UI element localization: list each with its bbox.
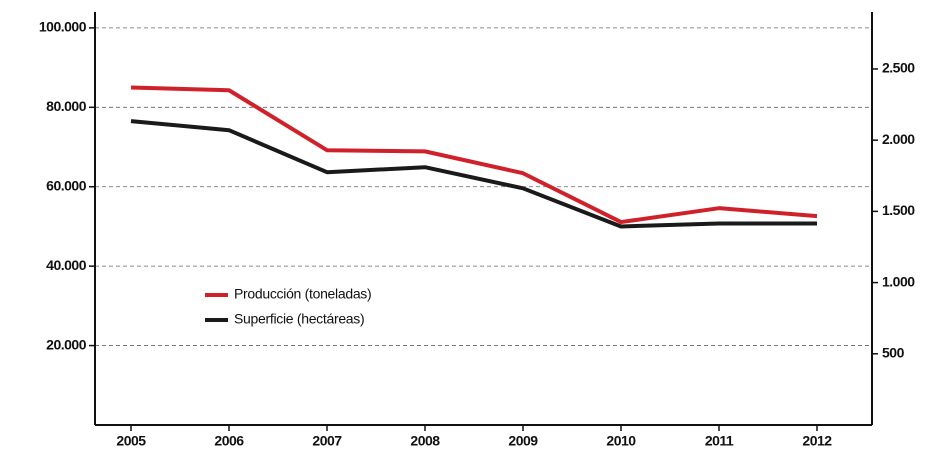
x-tick-label: 2009 [508,433,538,449]
y2-tick-label: 1.000 [882,273,915,289]
y-tick-label: 80.000 [46,98,87,114]
legend-label: Superficie (hectáreas) [234,311,364,327]
y2-tick-label: 1.500 [882,202,915,218]
x-tick-label: 2008 [410,433,440,449]
y2-tick-label: 2.500 [882,60,915,76]
x-tick-label: 2011 [705,433,734,449]
y-tick-label: 40.000 [46,257,87,273]
series-line [130,119,817,229]
y-tick-label: 20.000 [46,336,87,352]
x-tick-label: 2012 [802,433,832,449]
x-tick-label: 2010 [606,433,636,449]
x-tick-label: 2006 [214,433,244,449]
y-tick-label: 60.000 [46,177,87,193]
y2-tick-label: 2.000 [882,131,915,147]
y-tick-label: 100.000 [39,19,87,35]
x-tick-label: 2007 [312,433,342,449]
legend-label: Producción (toneladas) [234,286,371,302]
x-tick-label: 2005 [116,433,146,449]
y2-tick-label: 500 [882,344,905,360]
series-line [130,85,818,225]
